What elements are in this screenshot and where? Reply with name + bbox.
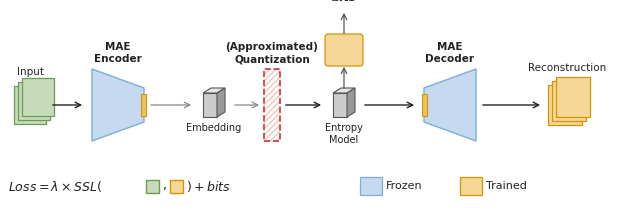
FancyBboxPatch shape	[264, 69, 280, 141]
FancyBboxPatch shape	[552, 81, 586, 121]
Polygon shape	[203, 88, 225, 93]
FancyBboxPatch shape	[141, 94, 146, 116]
Text: MAE
Encoder: MAE Encoder	[94, 42, 142, 64]
FancyBboxPatch shape	[14, 86, 46, 124]
FancyBboxPatch shape	[333, 93, 347, 117]
Text: bits: bits	[332, 0, 356, 4]
Text: MAE
Decoder: MAE Decoder	[426, 42, 474, 64]
Polygon shape	[424, 69, 476, 141]
FancyBboxPatch shape	[170, 180, 183, 193]
FancyBboxPatch shape	[22, 78, 54, 116]
FancyBboxPatch shape	[548, 85, 582, 125]
Text: Input: Input	[17, 67, 44, 77]
FancyBboxPatch shape	[18, 82, 50, 120]
Text: Reconstruction: Reconstruction	[528, 63, 606, 73]
FancyBboxPatch shape	[203, 93, 217, 117]
Polygon shape	[347, 88, 355, 117]
Text: Entropy
Model: Entropy Model	[325, 123, 363, 145]
FancyBboxPatch shape	[360, 177, 382, 195]
Text: (Approximated)
Quantization: (Approximated) Quantization	[225, 42, 319, 64]
Polygon shape	[217, 88, 225, 117]
FancyBboxPatch shape	[556, 77, 590, 117]
FancyBboxPatch shape	[422, 94, 427, 116]
Text: $,$: $,$	[162, 180, 167, 192]
FancyBboxPatch shape	[460, 177, 482, 195]
Text: $) + \mathit{bits}$: $) + \mathit{bits}$	[186, 178, 231, 193]
Text: Frozen: Frozen	[386, 181, 422, 191]
Text: $\mathit{Loss} = \lambda \times \mathit{SSL}($: $\mathit{Loss} = \lambda \times \mathit{…	[8, 178, 102, 193]
FancyBboxPatch shape	[325, 34, 363, 66]
Polygon shape	[333, 88, 355, 93]
Polygon shape	[92, 69, 144, 141]
FancyBboxPatch shape	[146, 180, 159, 193]
Text: Embedding: Embedding	[186, 123, 242, 133]
Text: Trained: Trained	[486, 181, 527, 191]
